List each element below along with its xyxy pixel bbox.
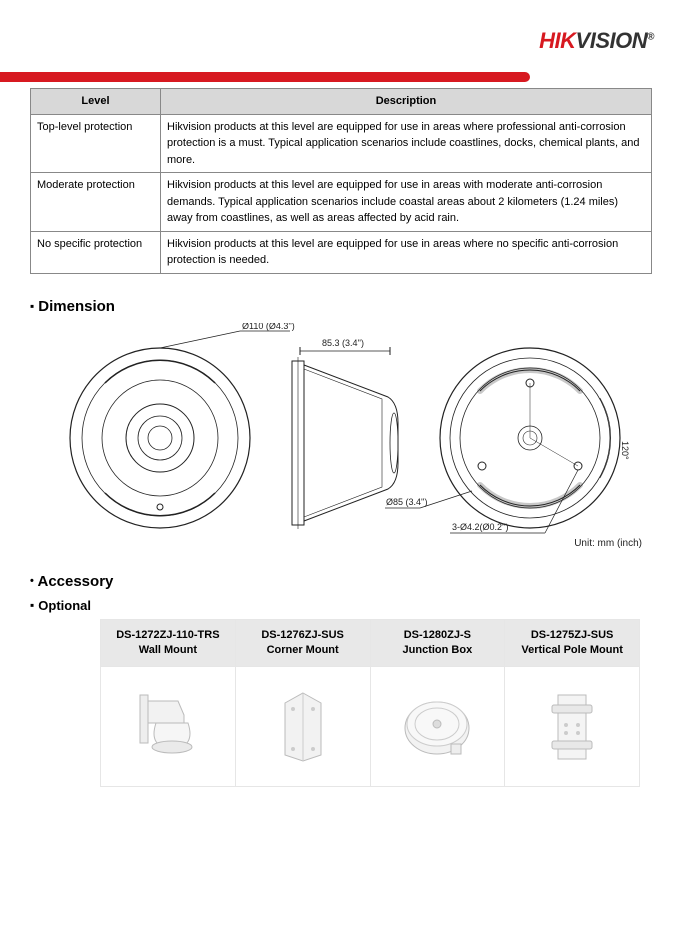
table-row: Moderate protection Hikvision products a… <box>31 173 652 232</box>
cell-level: Moderate protection <box>31 173 161 232</box>
page-content: Level Description Top-level protection H… <box>0 88 680 787</box>
accessory-grid: DS-1272ZJ-110-TRS Wall Mount DS-1276ZJ-S… <box>100 619 640 788</box>
lbl-angle: 120° <box>620 441 630 460</box>
section-title-dimension: Dimension <box>30 298 652 315</box>
lbl-depth: 85.3 (3.4'') <box>322 338 364 348</box>
acc-model: DS-1280ZJ-S <box>404 629 471 641</box>
corner-mount-icon <box>273 687 333 767</box>
acc-model: DS-1276ZJ-SUS <box>261 629 344 641</box>
logo-registered: ® <box>647 32 654 43</box>
acc-type: Wall Mount <box>139 644 197 656</box>
dimension-drawings: Ø110 (Ø4.3'') 85.3 (3.4'') <box>30 323 652 543</box>
cell-desc: Hikvision products at this level are equ… <box>161 114 652 173</box>
cell-desc: Hikvision products at this level are equ… <box>161 173 652 232</box>
junction-box-icon <box>397 692 477 762</box>
col-header-level: Level <box>31 89 161 115</box>
wall-mount-icon <box>128 687 208 767</box>
table-row: Top-level protection Hikvision products … <box>31 114 652 173</box>
lbl-inner-dia: Ø85 (3.4'') <box>386 497 427 507</box>
subsection-title-optional: Optional <box>30 598 652 613</box>
acc-type: Corner Mount <box>267 644 339 656</box>
acc-type: Junction Box <box>403 644 473 656</box>
acc-head-1: DS-1276ZJ-SUS Corner Mount <box>236 619 371 668</box>
protection-level-table: Level Description Top-level protection H… <box>30 88 652 274</box>
brand-logo: HIKVISION® <box>539 28 654 54</box>
lbl-outer-dia: Ø110 (Ø4.3'') <box>242 323 295 331</box>
dimension-unit-note: Unit: mm (inch) <box>574 538 642 549</box>
side-view-icon: 85.3 (3.4'') <box>292 338 398 529</box>
red-accent-bar <box>0 72 530 82</box>
cell-desc: Hikvision products at this level are equ… <box>161 231 652 273</box>
lbl-holes: 3-Ø4.2(Ø0.2'') <box>452 522 508 532</box>
acc-head-3: DS-1275ZJ-SUS Vertical Pole Mount <box>505 619 640 668</box>
acc-head-0: DS-1272ZJ-110-TRS Wall Mount <box>101 619 236 668</box>
acc-image-pole-mount <box>505 667 640 787</box>
logo-hik: HIK <box>539 28 575 53</box>
acc-image-wall-mount <box>101 667 236 787</box>
acc-model: DS-1272ZJ-110-TRS <box>116 629 219 641</box>
rear-view-icon: Ø85 (3.4'') 3-Ø4.2(Ø0.2'') 120° <box>385 348 630 533</box>
acc-type: Vertical Pole Mount <box>521 644 622 656</box>
pole-mount-icon <box>542 687 602 767</box>
front-view-icon: Ø110 (Ø4.3'') <box>70 323 295 528</box>
logo-vision: VISION <box>576 28 648 53</box>
acc-image-corner-mount <box>236 667 371 787</box>
table-row: No specific protection Hikvision product… <box>31 231 652 273</box>
cell-level: Top-level protection <box>31 114 161 173</box>
col-header-description: Description <box>161 89 652 115</box>
page-header: HIKVISION® <box>0 0 680 72</box>
acc-head-2: DS-1280ZJ-S Junction Box <box>371 619 506 668</box>
acc-image-junction-box <box>371 667 506 787</box>
cell-level: No specific protection <box>31 231 161 273</box>
section-title-accessory: • Accessory <box>30 573 652 590</box>
acc-model: DS-1275ZJ-SUS <box>531 629 614 641</box>
